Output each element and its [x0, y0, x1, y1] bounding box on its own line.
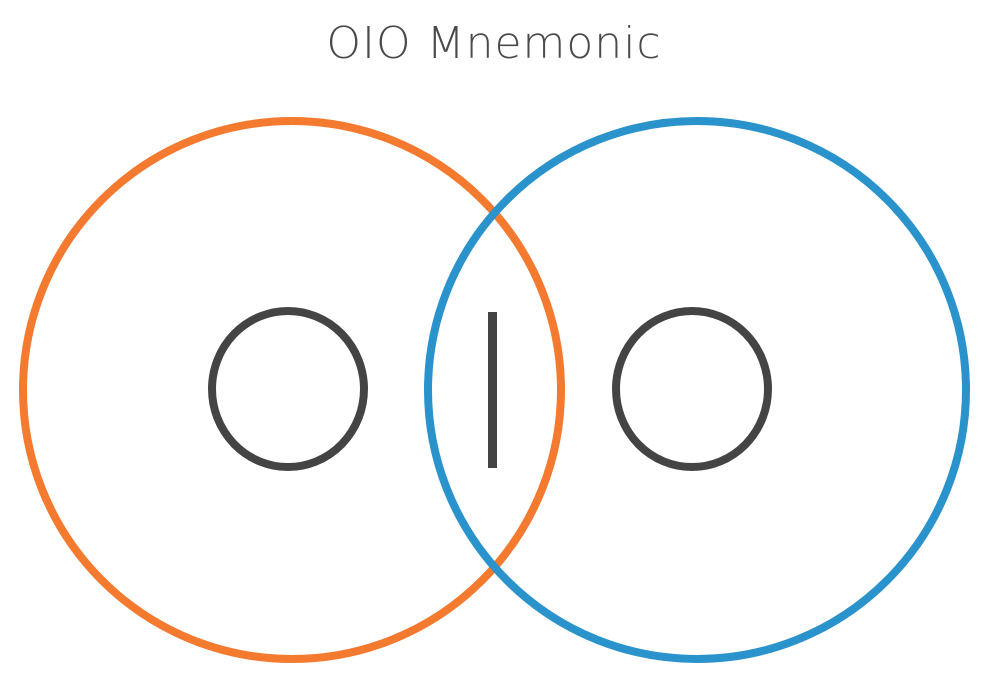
letter-o-left [208, 307, 368, 471]
diagram-title: OIO Mnemonic [326, 18, 662, 69]
left-circle [19, 117, 565, 663]
letter-o-right [612, 307, 772, 471]
right-circle [424, 117, 970, 663]
letter-i [488, 312, 497, 468]
